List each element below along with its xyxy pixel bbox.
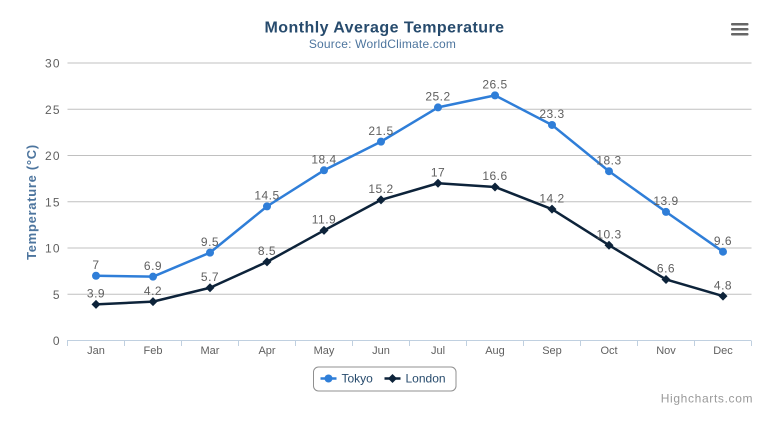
- svg-text:5.7: 5.7: [201, 270, 219, 284]
- svg-text:8.5: 8.5: [258, 244, 276, 258]
- svg-text:7: 7: [92, 258, 99, 272]
- svg-text:4.2: 4.2: [144, 284, 162, 298]
- svg-text:May: May: [314, 345, 335, 357]
- svg-text:Mar: Mar: [201, 345, 220, 357]
- svg-text:Sep: Sep: [542, 345, 562, 357]
- svg-text:25.2: 25.2: [425, 90, 450, 104]
- svg-text:26.5: 26.5: [482, 78, 507, 92]
- svg-text:Source: WorldClimate.com: Source: WorldClimate.com: [309, 37, 456, 51]
- svg-text:Jan: Jan: [87, 345, 105, 357]
- svg-text:Highcharts.com: Highcharts.com: [661, 392, 753, 406]
- svg-text:5: 5: [53, 288, 61, 302]
- svg-text:15: 15: [45, 195, 61, 209]
- svg-text:Jul: Jul: [431, 345, 445, 357]
- svg-text:18.4: 18.4: [311, 153, 336, 167]
- svg-text:Feb: Feb: [144, 345, 163, 357]
- svg-text:23.3: 23.3: [539, 107, 564, 121]
- svg-text:Temperature (°C): Temperature (°C): [24, 144, 39, 260]
- svg-text:9.6: 9.6: [714, 234, 732, 248]
- svg-text:3.9: 3.9: [87, 287, 105, 301]
- svg-text:13.9: 13.9: [653, 194, 678, 208]
- svg-text:9.5: 9.5: [201, 235, 219, 249]
- svg-text:20: 20: [45, 149, 61, 163]
- svg-text:Jun: Jun: [372, 345, 390, 357]
- svg-text:17: 17: [431, 166, 445, 180]
- svg-text:Oct: Oct: [600, 345, 617, 357]
- svg-text:30: 30: [45, 57, 61, 71]
- svg-text:25: 25: [45, 103, 61, 117]
- svg-text:4.8: 4.8: [714, 278, 732, 292]
- svg-text:11.9: 11.9: [312, 213, 336, 227]
- svg-text:21.5: 21.5: [368, 124, 393, 138]
- svg-text:6.9: 6.9: [144, 259, 162, 273]
- svg-text:10.3: 10.3: [596, 227, 621, 241]
- svg-text:Nov: Nov: [656, 345, 676, 357]
- svg-text:Dec: Dec: [713, 345, 733, 357]
- svg-text:Monthly Average Temperature: Monthly Average Temperature: [264, 19, 504, 36]
- svg-text:Tokyo: Tokyo: [342, 372, 374, 386]
- svg-text:18.3: 18.3: [596, 153, 621, 167]
- svg-text:London: London: [406, 372, 446, 386]
- svg-text:15.2: 15.2: [368, 182, 393, 196]
- svg-text:10: 10: [45, 242, 61, 256]
- svg-text:0: 0: [53, 334, 61, 348]
- svg-text:14.2: 14.2: [539, 191, 564, 205]
- svg-text:16.6: 16.6: [482, 169, 507, 183]
- svg-text:Aug: Aug: [485, 345, 505, 357]
- svg-text:14.5: 14.5: [254, 189, 279, 203]
- svg-text:Apr: Apr: [258, 345, 275, 357]
- svg-text:6.6: 6.6: [657, 262, 675, 276]
